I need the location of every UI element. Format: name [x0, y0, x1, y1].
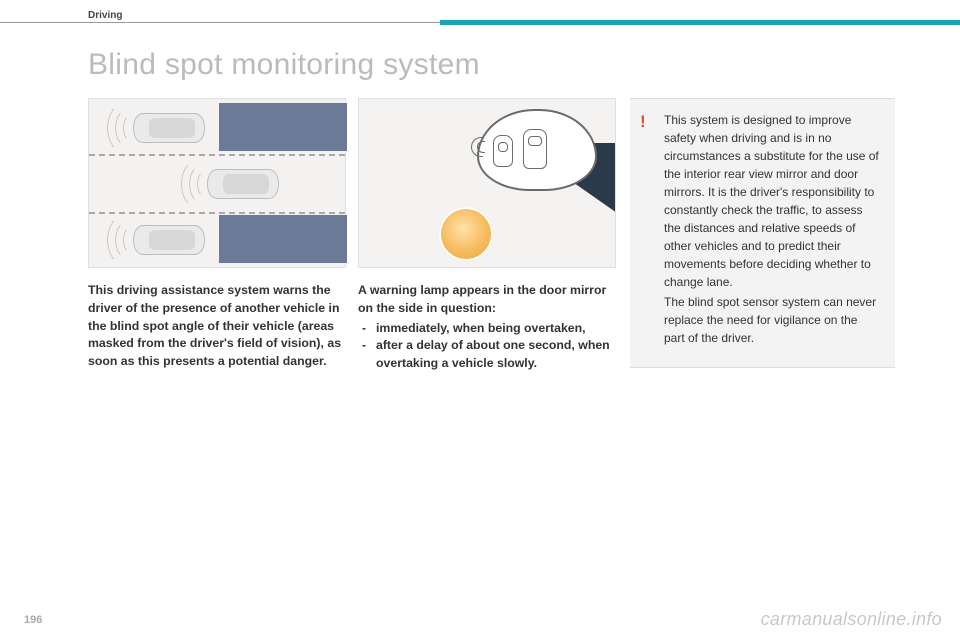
mirror-car-near	[523, 129, 547, 169]
blind-zone-bottom	[219, 215, 347, 263]
door-mirror	[477, 109, 597, 191]
blind-zone-top	[219, 103, 347, 151]
watermark: carmanualsonline.info	[761, 609, 942, 630]
caption-bullet: after a delay of about one second, when …	[358, 337, 616, 373]
caption-bullet: immediately, when being overtaken,	[358, 320, 616, 338]
header-rule-accent	[440, 20, 960, 25]
lane-marking	[89, 154, 345, 156]
warning-text-1: This system is designed to improve safet…	[664, 111, 881, 291]
warning-callout: ! This system is designed to improve saf…	[630, 98, 895, 368]
section-label: Driving	[88, 10, 122, 21]
header-rule	[0, 22, 960, 24]
mirror-car-far	[493, 135, 513, 167]
warning-text-2: The blind spot sensor system can never r…	[664, 293, 881, 347]
warning-lamp-icon	[439, 207, 493, 261]
car-middle	[207, 169, 279, 199]
caption-middle: A warning lamp appears in the door mirro…	[358, 282, 616, 373]
car-top	[133, 113, 205, 143]
warning-exclamation-icon: !	[640, 109, 646, 135]
car-bottom	[133, 225, 205, 255]
figure-mirror-warning	[358, 98, 616, 268]
caption-middle-lead: A warning lamp appears in the door mirro…	[358, 282, 616, 318]
caption-left: This driving assistance system warns the…	[88, 282, 346, 371]
page-number: 196	[24, 614, 42, 626]
figure-blind-spot-topdown	[88, 98, 346, 268]
page-title: Blind spot monitoring system	[88, 48, 480, 82]
header-rule-left	[0, 22, 440, 23]
